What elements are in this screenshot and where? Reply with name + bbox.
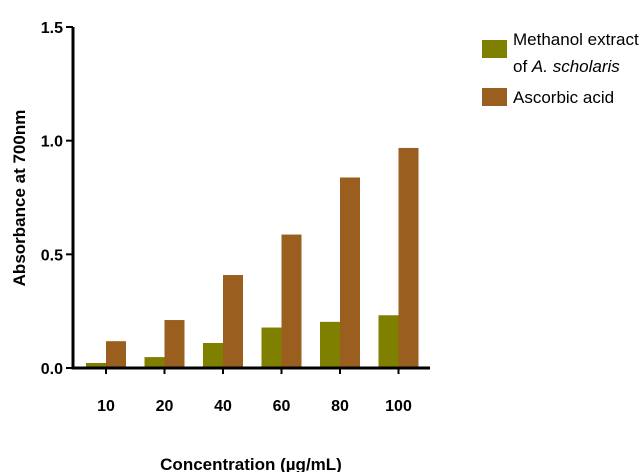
y-tick-label-1.5: 1.5 [41,20,63,37]
y-tick-label-0.0: 0.0 [41,361,63,378]
bar-methanol-40 [203,342,223,368]
legend-swatch-ascorbic [482,88,507,106]
bar-methanol-100 [378,315,399,368]
bar-methanol-80 [320,321,340,368]
bar-ascorbic-10 [106,341,126,368]
bars-group [86,147,419,368]
bar-ascorbic-60 [281,234,302,368]
legend-label-methanol-line1: Methanol extract [513,30,639,49]
x-tick-label-60: 60 [273,398,291,415]
bar-ascorbic-80 [340,177,360,368]
legend-label-methanol-line2: of A. scholaris [513,57,620,76]
x-ticks-group: 10 20 40 60 80 100 [97,368,412,415]
y-tick-label-1.0: 1.0 [41,134,63,151]
legend-label-methanol-italic: A. scholaris [531,57,620,76]
x-axis-title: Concentration (µg/mL) [160,455,342,472]
x-tick-label-40: 40 [214,398,232,415]
bar-ascorbic-40 [223,275,243,368]
x-tick-label-20: 20 [156,398,174,415]
bar-ascorbic-20 [164,320,185,368]
bar-ascorbic-100 [398,147,419,368]
legend-label-ascorbic: Ascorbic acid [513,88,614,107]
x-tick-label-10: 10 [97,398,115,415]
x-tick-label-80: 80 [331,398,349,415]
bar-methanol-20 [144,357,165,368]
x-tick-label-100: 100 [385,398,412,415]
legend: Methanol extract of A. scholaris Ascorbi… [482,30,639,107]
y-axis-title: Absorbance at 700nm [10,110,29,287]
bar-methanol-10 [86,362,106,368]
y-ticks-group: 0.0 0.5 1.0 1.5 [41,20,73,378]
axes-group [71,27,430,370]
legend-label-methanol-line2-prefix: of [513,57,532,76]
legend-swatch-methanol [482,40,507,58]
y-tick-label-0.5: 0.5 [41,247,63,264]
bar-methanol-60 [261,327,282,368]
